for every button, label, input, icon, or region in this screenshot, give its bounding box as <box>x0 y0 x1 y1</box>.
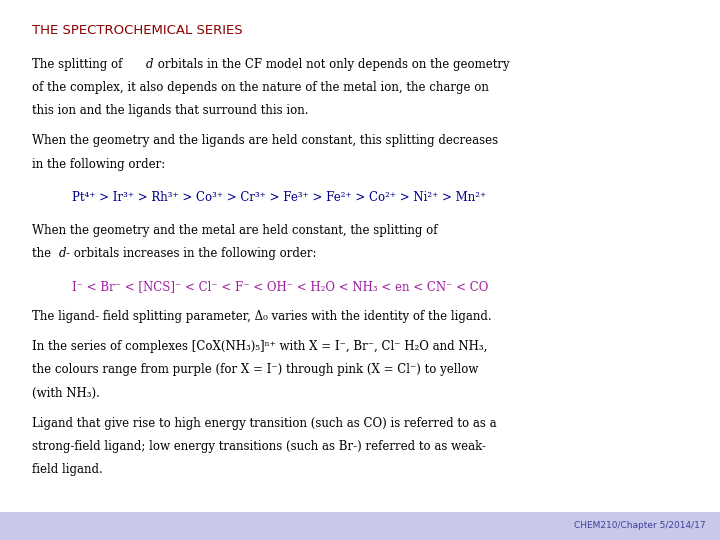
Text: When the geometry and the metal are held constant, the splitting of: When the geometry and the metal are held… <box>32 224 438 237</box>
Text: In the series of complexes [CoX(NH₃)₅]ⁿ⁺ with X = I⁻, Br⁻, Cl⁻ H₂O and NH₃,: In the series of complexes [CoX(NH₃)₅]ⁿ⁺… <box>32 340 487 353</box>
Text: this ion and the ligands that surround this ion.: this ion and the ligands that surround t… <box>32 104 309 117</box>
Text: Pt⁴⁺ > Ir³⁺ > Rh³⁺ > Co³⁺ > Cr³⁺ > Fe³⁺ > Fe²⁺ > Co²⁺ > Ni²⁺ > Mn²⁺: Pt⁴⁺ > Ir³⁺ > Rh³⁺ > Co³⁺ > Cr³⁺ > Fe³⁺ … <box>72 191 486 204</box>
Text: The ligand- field splitting parameter, Δ₀ varies with the identity of the ligand: The ligand- field splitting parameter, Δ… <box>32 310 492 323</box>
Text: strong-field ligand; low energy transitions (such as Br-) referred to as weak-: strong-field ligand; low energy transiti… <box>32 440 487 453</box>
Text: The splitting of: The splitting of <box>32 58 127 71</box>
Text: d: d <box>146 58 153 71</box>
Text: the colours range from purple (for X = I⁻) through pink (X = Cl⁻) to yellow: the colours range from purple (for X = I… <box>32 363 479 376</box>
Text: in the following order:: in the following order: <box>32 158 166 171</box>
Text: d: d <box>58 247 66 260</box>
Text: of the complex, it also depends on the nature of the metal ion, the charge on: of the complex, it also depends on the n… <box>32 81 490 94</box>
Text: CHEM210/Chapter 5/2014/17: CHEM210/Chapter 5/2014/17 <box>574 522 706 530</box>
Text: Ligand that give rise to high energy transition (such as CO) is referred to as a: Ligand that give rise to high energy tra… <box>32 417 497 430</box>
Text: THE SPECTROCHEMICAL SERIES: THE SPECTROCHEMICAL SERIES <box>32 24 243 37</box>
Text: orbitals in the CF model not only depends on the geometry: orbitals in the CF model not only depend… <box>154 58 510 71</box>
Text: field ligand.: field ligand. <box>32 463 103 476</box>
Text: (with NH₃).: (with NH₃). <box>32 387 100 400</box>
Text: I⁻ < Br⁻ < [NCS]⁻ < Cl⁻ < F⁻ < OH⁻ < H₂O < NH₃ < en < CN⁻ < CO: I⁻ < Br⁻ < [NCS]⁻ < Cl⁻ < F⁻ < OH⁻ < H₂O… <box>72 280 488 293</box>
Text: - orbitals increases in the following order:: - orbitals increases in the following or… <box>66 247 316 260</box>
Text: When the geometry and the ligands are held constant, this splitting decreases: When the geometry and the ligands are he… <box>32 134 498 147</box>
Text: the: the <box>32 247 55 260</box>
FancyBboxPatch shape <box>0 512 720 540</box>
